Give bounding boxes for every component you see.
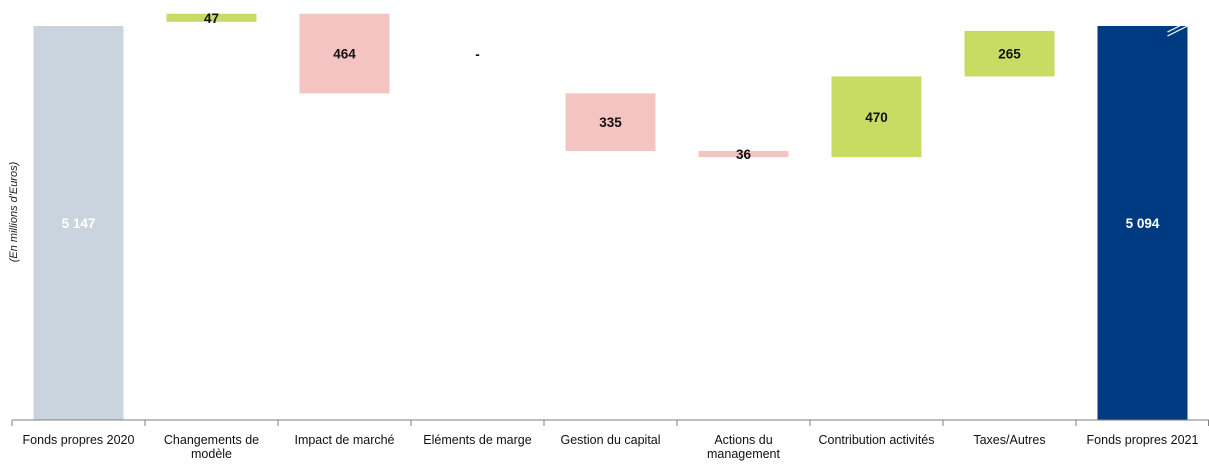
y-axis-label: (En millions d'Euros) <box>8 161 20 262</box>
tick-label: Gestion du capital <box>560 433 660 447</box>
x-axis <box>11 419 1209 426</box>
data-label: 464 <box>333 47 356 62</box>
tick-label: Actions du <box>714 433 772 447</box>
data-label: 36 <box>736 147 752 162</box>
data-label: - <box>475 47 480 62</box>
bar-total <box>33 26 124 420</box>
tick-label: Eléments de marge <box>423 433 531 447</box>
y-axis-label-group: (En millions d'Euros) <box>8 161 20 262</box>
bar-decrease <box>565 93 656 151</box>
data-label: 5 147 <box>62 216 96 231</box>
bar-decrease <box>698 150 789 158</box>
bar-increase <box>166 13 257 22</box>
tick-label: Fonds propres 2021 <box>1087 433 1199 447</box>
tick-label: management <box>707 447 780 461</box>
tick-label: modèle <box>191 447 232 461</box>
tick-label: Fonds propres 2020 <box>23 433 135 447</box>
data-label: 5 094 <box>1126 216 1160 231</box>
data-label: 265 <box>998 47 1021 62</box>
bar-increase <box>831 76 922 158</box>
bar-increase <box>964 30 1055 77</box>
data-label: 47 <box>204 11 219 26</box>
bar-decrease <box>299 13 390 94</box>
tick-label: Taxes/Autres <box>973 433 1045 447</box>
data-labels: 5 147 47 464 - 335 36 470 265 5 094 <box>62 11 1160 231</box>
axis-break-mark <box>1167 25 1188 37</box>
tick-label: Impact de marché <box>294 433 394 447</box>
bar-total <box>1097 26 1188 420</box>
data-label: 335 <box>599 115 622 130</box>
tick-label: Contribution activités <box>818 433 934 447</box>
data-label: 470 <box>865 110 888 125</box>
bars <box>33 13 1188 420</box>
tick-label: Changements de <box>164 433 259 447</box>
axis-break-mark <box>1167 21 1188 33</box>
